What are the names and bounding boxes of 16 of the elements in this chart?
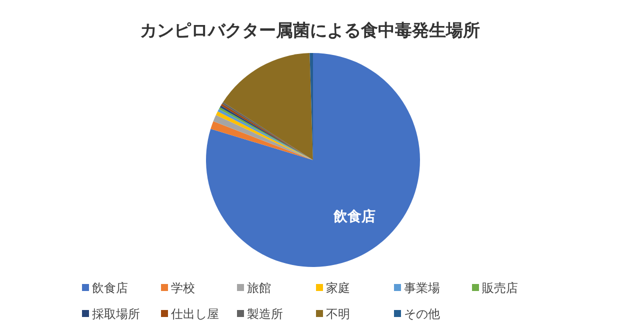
slice-label: 飲食店 bbox=[332, 208, 376, 225]
legend-label: 旅館 bbox=[247, 281, 271, 295]
legend-label: 不明 bbox=[326, 307, 350, 321]
legend-label: 学校 bbox=[171, 281, 195, 295]
pie-slice bbox=[206, 53, 420, 267]
legend-label: 飲食店 bbox=[92, 281, 128, 295]
legend-label: 仕出し屋 bbox=[170, 307, 219, 321]
legend-label: 家庭 bbox=[326, 281, 350, 295]
legend-label: 販売店 bbox=[482, 281, 518, 295]
pie-slice bbox=[210, 121, 313, 160]
legend-label: 製造所 bbox=[247, 307, 283, 321]
chart-title: カンピロバクター属菌による食中毒発生場所 bbox=[140, 21, 480, 41]
legend-label: その他 bbox=[404, 307, 440, 321]
legend-label: 事業場 bbox=[404, 281, 440, 295]
legend-label: 採取場所 bbox=[92, 307, 140, 321]
pie-slice bbox=[223, 53, 313, 160]
